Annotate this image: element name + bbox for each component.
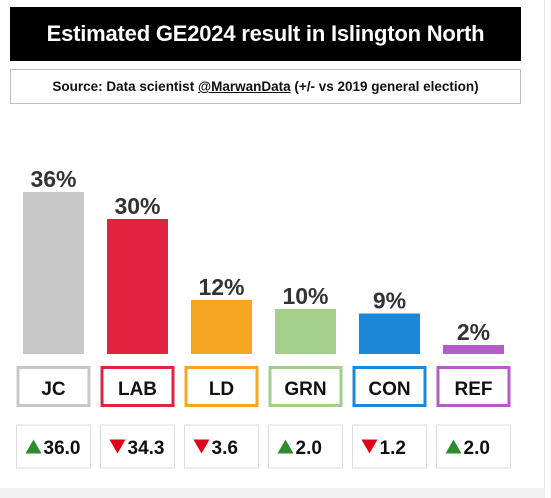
chart-title-banner: Estimated GE2024 result in Islington Nor…: [10, 7, 521, 61]
bar-con: [359, 313, 420, 354]
bar-ld: [191, 300, 252, 354]
category-label-grn: GRN: [284, 379, 326, 400]
source-suffix: (+/- vs 2019 general election): [290, 79, 479, 94]
change-box-jc: [16, 424, 91, 469]
category-box-ld: [184, 366, 259, 407]
source-prefix: Source: Data scientist: [52, 79, 198, 94]
source-box: Source: Data scientist @MarwanData (+/- …: [10, 69, 521, 104]
change-box-con: [352, 424, 427, 469]
category-label-ld: LD: [209, 379, 234, 400]
bar-grn: [275, 309, 336, 354]
change-label-con: 1.2: [380, 438, 406, 459]
down-arrow-icon-con: [361, 439, 378, 454]
right-edge-line: [544, 0, 545, 498]
bar-ref: [443, 345, 504, 354]
category-label-lab: LAB: [118, 379, 157, 400]
category-label-con: CON: [368, 379, 410, 400]
bar-lab: [107, 219, 168, 354]
source-handle-link[interactable]: @MarwanData: [197, 79, 291, 94]
up-arrow-icon-grn: [277, 439, 294, 454]
category-box-grn: [268, 366, 343, 407]
value-label-con: 9%: [373, 288, 406, 314]
bar-jc: [23, 192, 84, 354]
value-label-jc: 36%: [30, 166, 76, 192]
category-label-ref: REF: [455, 379, 493, 400]
value-label-grn: 10%: [282, 283, 328, 309]
category-box-ref: [436, 366, 511, 407]
change-box-grn: [268, 424, 343, 469]
change-label-lab: 34.3: [128, 438, 165, 459]
change-label-grn: 2.0: [296, 438, 322, 459]
category-box-jc: [16, 366, 91, 407]
value-label-ld: 12%: [198, 274, 244, 300]
chart-title: Estimated GE2024 result in Islington Nor…: [46, 21, 485, 46]
change-label-jc: 36.0: [44, 438, 81, 459]
footer-strip: [0, 488, 545, 498]
down-arrow-icon-lab: [109, 439, 126, 454]
down-arrow-icon-ld: [193, 439, 210, 454]
change-label-ld: 3.6: [212, 438, 238, 459]
category-box-con: [352, 366, 427, 407]
change-label-ref: 2.0: [464, 438, 490, 459]
category-box-lab: [100, 366, 175, 407]
up-arrow-icon-ref: [445, 439, 462, 454]
value-label-ref: 2%: [457, 319, 490, 345]
category-label-jc: JC: [41, 379, 66, 400]
up-arrow-icon-jc: [25, 439, 42, 454]
change-box-ref: [436, 424, 511, 469]
change-box-lab: [100, 424, 175, 469]
change-box-ld: [184, 424, 259, 469]
value-label-lab: 30%: [114, 193, 160, 219]
